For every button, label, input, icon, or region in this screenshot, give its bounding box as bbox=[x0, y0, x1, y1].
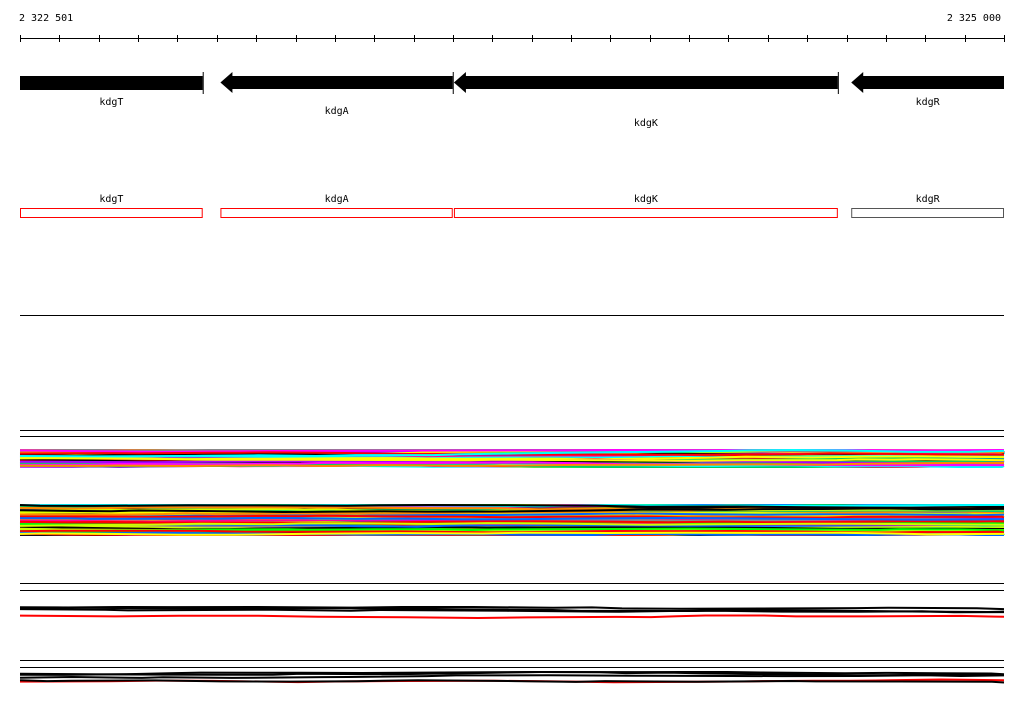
coverage-line bbox=[19, 527, 1005, 533]
gene-label: kdgK bbox=[633, 118, 658, 129]
coverage-line bbox=[19, 448, 1005, 458]
coverage-line bbox=[19, 679, 1005, 684]
coverage-line bbox=[19, 674, 1005, 679]
annotation-label: kdgR bbox=[915, 194, 940, 205]
gene-arrow-kdgK bbox=[453, 72, 838, 93]
gene-label: kdgR bbox=[915, 97, 940, 108]
coverage-line bbox=[19, 514, 1005, 519]
coverage-line bbox=[19, 509, 1005, 516]
coverage-line bbox=[19, 614, 1005, 620]
gene-label: kdgA bbox=[324, 106, 349, 117]
annotation-box-kdgT bbox=[20, 208, 203, 218]
coverage-line bbox=[19, 605, 1005, 611]
coverage-line bbox=[19, 461, 1005, 468]
annotation-label: kdgT bbox=[99, 194, 124, 205]
gene-arrow-kdgR bbox=[851, 72, 1004, 93]
coverage-line bbox=[19, 529, 1005, 534]
gene-arrow-kdgA bbox=[220, 72, 453, 93]
coverage-line bbox=[19, 516, 1005, 521]
coverage-line bbox=[19, 670, 1005, 676]
coverage-line bbox=[19, 461, 1004, 467]
coverage-line bbox=[19, 531, 1005, 536]
coverage-line bbox=[19, 531, 1005, 537]
gene-label: kdgT bbox=[99, 97, 124, 108]
coverage-line bbox=[19, 519, 1005, 524]
coverage-line bbox=[19, 457, 1005, 462]
coverage-line bbox=[19, 503, 1005, 510]
annotation-label: kdgA bbox=[324, 194, 349, 205]
coverage-line bbox=[19, 507, 1005, 514]
gene-arrow-kdgT bbox=[20, 76, 203, 90]
ruler-start-label: 2 322 501 bbox=[19, 13, 74, 24]
annotation-box-kdgA bbox=[220, 208, 453, 218]
annotation-box-kdgK bbox=[453, 208, 838, 218]
annotation-box-kdgR bbox=[851, 208, 1005, 218]
coverage-line bbox=[19, 608, 1005, 614]
ruler-end-label: 2 325 000 bbox=[946, 13, 1001, 24]
coverage-line bbox=[19, 522, 1004, 527]
annotation-label: kdgK bbox=[633, 194, 658, 205]
